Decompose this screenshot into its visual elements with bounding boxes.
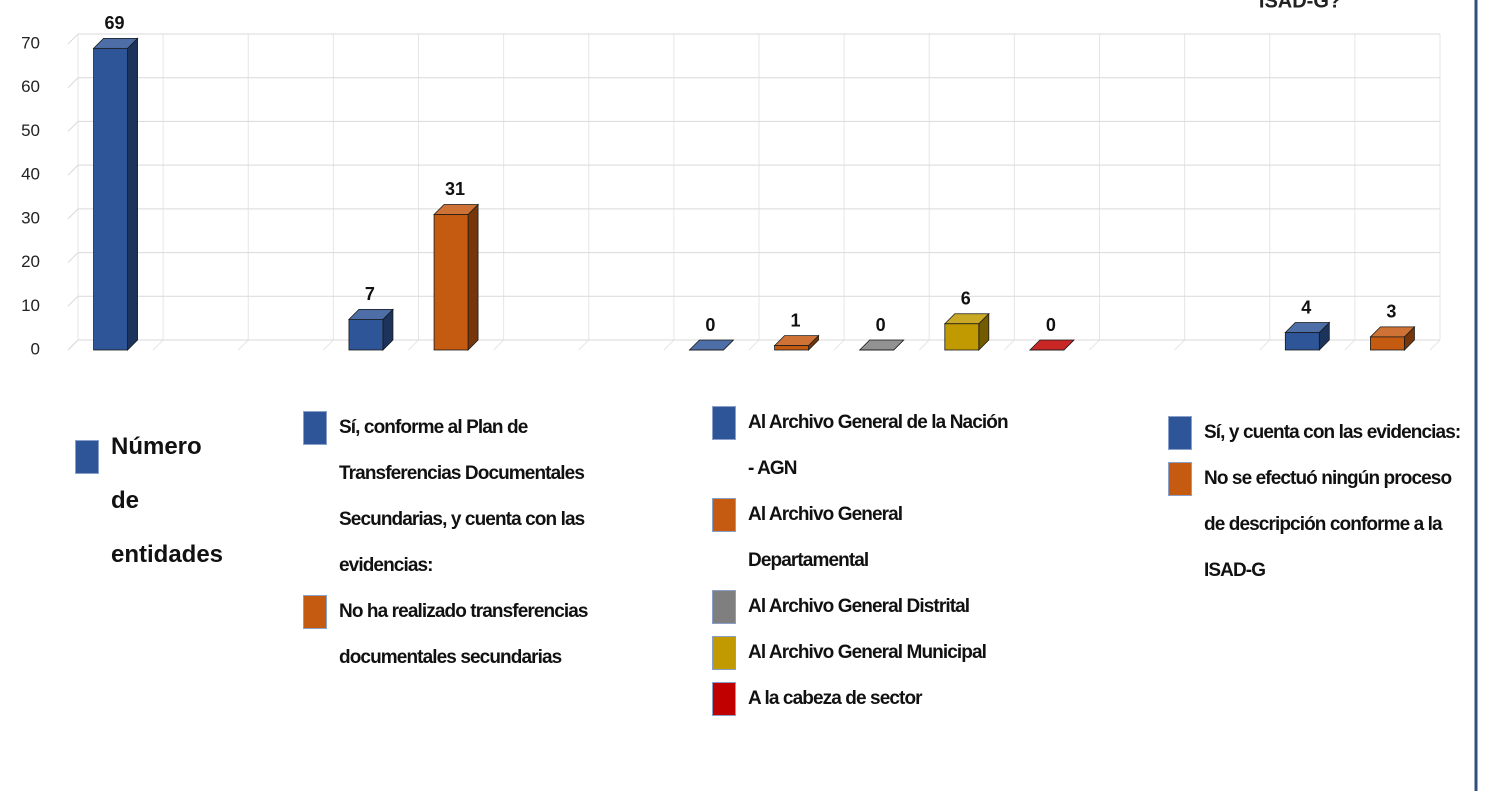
bar-side bbox=[467, 203, 479, 351]
bar-side bbox=[127, 37, 138, 351]
legend-item: Al Archivo General Distrital bbox=[712, 584, 1012, 630]
floor-line bbox=[493, 339, 504, 351]
legend-item: No ha realizado transferencias documenta… bbox=[303, 589, 593, 681]
legend-swatch bbox=[75, 440, 99, 474]
legend-label: Número de entidades bbox=[111, 433, 224, 568]
legend-item: Número de entidades bbox=[75, 420, 235, 582]
floor-line bbox=[1004, 339, 1015, 351]
grid-line-depth bbox=[67, 164, 79, 176]
legend-item: No se efectuó ningún proceso de descripc… bbox=[1168, 456, 1468, 594]
legend-label: Al Archivo General de la Nación - AGN bbox=[748, 412, 1009, 479]
grid-line-depth bbox=[67, 252, 79, 263]
bar bbox=[1370, 336, 1405, 351]
grid-line-depth bbox=[67, 33, 79, 45]
floor-line bbox=[1429, 339, 1441, 351]
floor-line bbox=[1174, 339, 1185, 351]
grid-line-depth bbox=[67, 295, 79, 307]
legend-item: Sí, conforme al Plan de Transferencias D… bbox=[303, 405, 593, 589]
y-tick-label: 20 bbox=[21, 252, 40, 271]
floor-line bbox=[1344, 339, 1356, 351]
legend-item: A la cabeza de sector bbox=[712, 676, 1012, 722]
legend-swatch bbox=[303, 595, 327, 629]
floor-line bbox=[748, 339, 760, 351]
legend-item: Al Archivo General Departamental bbox=[712, 492, 1012, 584]
value-label: 1 bbox=[791, 310, 801, 330]
value-label: 6 bbox=[961, 289, 971, 309]
legend-label: A la cabeza de sector bbox=[748, 688, 923, 709]
bar-top bbox=[858, 339, 905, 351]
bar bbox=[944, 323, 980, 351]
y-tick-label: 70 bbox=[21, 33, 40, 52]
legend-label: Al Archivo General Distrital bbox=[748, 596, 970, 617]
y-tick-label: 40 bbox=[21, 165, 40, 184]
y-tick-label: 50 bbox=[21, 121, 40, 140]
legend-swatch bbox=[1168, 416, 1192, 450]
floor-line bbox=[1089, 339, 1100, 351]
legend-item: Al Archivo General de la Nación - AGN bbox=[712, 400, 1012, 492]
legend-label: Sí, y cuenta con las evidencias: bbox=[1204, 422, 1461, 443]
floor-line bbox=[323, 339, 334, 351]
legend-swatch bbox=[712, 406, 736, 440]
legend-swatch bbox=[712, 590, 736, 624]
value-label: 3 bbox=[1386, 302, 1396, 322]
floor-line bbox=[833, 339, 845, 351]
floor-line bbox=[578, 339, 590, 351]
legend-label: Sí, conforme al Plan de Transferencias D… bbox=[339, 417, 585, 576]
legend: Sí, conforme al Plan de Transferencias D… bbox=[303, 405, 593, 681]
floor-line bbox=[1259, 339, 1271, 351]
legend-item: Al Archivo General Municipal bbox=[712, 630, 1012, 676]
legend-item: Sí, y cuenta con las evidencias: bbox=[1168, 410, 1468, 456]
legend-label: No ha realizado transferencias documenta… bbox=[339, 601, 589, 668]
legend-label: Al Archivo General Municipal bbox=[748, 642, 987, 663]
chart-title: ISAD-G? bbox=[1259, 0, 1341, 12]
floor-line bbox=[237, 339, 249, 351]
value-label: 0 bbox=[876, 315, 886, 335]
bar-top bbox=[688, 339, 735, 351]
legend-swatch bbox=[712, 498, 736, 532]
legend-label: Al Archivo General Departamental bbox=[748, 504, 903, 571]
y-tick-label: 0 bbox=[31, 339, 40, 358]
bar bbox=[774, 345, 809, 351]
bar bbox=[93, 47, 128, 351]
floor-line bbox=[152, 339, 164, 351]
bar-top bbox=[1028, 339, 1075, 351]
y-tick-label: 10 bbox=[21, 296, 40, 315]
legend-swatch bbox=[712, 682, 736, 716]
legend-swatch bbox=[712, 636, 736, 670]
bar bbox=[1284, 332, 1320, 351]
value-label: 4 bbox=[1301, 297, 1311, 317]
bar bbox=[348, 318, 384, 351]
y-tick-label: 60 bbox=[21, 77, 40, 96]
grid-line-depth bbox=[67, 339, 79, 351]
y-tick-label: 30 bbox=[21, 208, 40, 227]
legend-label: No se efectuó ningún proceso de descripc… bbox=[1204, 468, 1452, 581]
legend-swatch bbox=[303, 411, 327, 445]
legend-swatch bbox=[1168, 462, 1192, 496]
bar bbox=[433, 214, 469, 351]
floor-line bbox=[918, 339, 930, 351]
grid-line-depth bbox=[67, 121, 79, 132]
grid-line-depth bbox=[67, 77, 79, 89]
value-label: 69 bbox=[105, 13, 125, 33]
floor-line bbox=[663, 339, 675, 351]
value-label: 7 bbox=[365, 284, 375, 304]
legend: Al Archivo General de la Nación - AGN Al … bbox=[712, 400, 1012, 722]
value-label: 31 bbox=[445, 179, 465, 199]
floor-line bbox=[408, 339, 419, 351]
value-label: 0 bbox=[1046, 315, 1056, 335]
legend: Número de entidades bbox=[75, 420, 235, 582]
value-label: 0 bbox=[705, 315, 715, 335]
grid-line-depth bbox=[67, 208, 79, 220]
legend: Sí, y cuenta con las evidencias: No se ef… bbox=[1168, 410, 1468, 594]
